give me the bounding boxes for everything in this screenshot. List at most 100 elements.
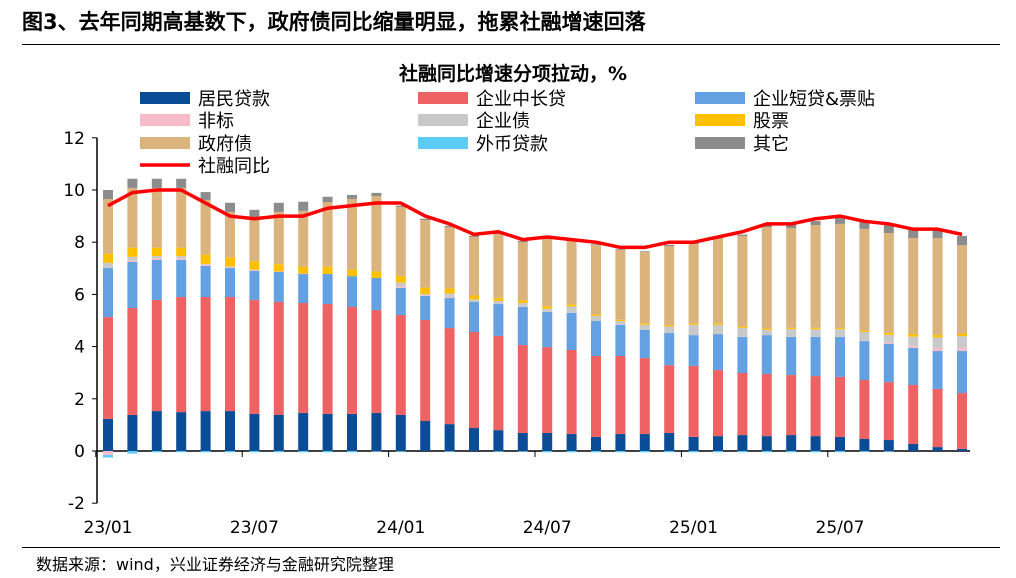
bar-segment bbox=[103, 190, 113, 200]
bar-segment bbox=[786, 228, 797, 328]
bar-segment bbox=[859, 380, 870, 439]
bar-stack-24/05 bbox=[493, 232, 504, 452]
legend-item: 股票 bbox=[695, 111, 789, 132]
bar-segment bbox=[713, 370, 723, 437]
bar-segment bbox=[810, 329, 821, 337]
bar-segment bbox=[542, 239, 553, 307]
bar-segment bbox=[395, 451, 406, 452]
bar-segment bbox=[566, 349, 577, 435]
bar-segment bbox=[688, 335, 699, 366]
bar-segment bbox=[615, 451, 626, 453]
bar-segment bbox=[713, 238, 723, 324]
bar-segment bbox=[737, 372, 748, 436]
bar-segment bbox=[249, 299, 260, 414]
bar-segment bbox=[786, 375, 797, 436]
bar-segment bbox=[688, 323, 699, 325]
bar-segment bbox=[517, 451, 528, 452]
bar-segment bbox=[957, 393, 967, 449]
bar-segment bbox=[127, 451, 138, 454]
bar-segment bbox=[493, 297, 504, 301]
bar-segment bbox=[469, 428, 479, 451]
legend-item: 非标 bbox=[140, 111, 234, 132]
bar-stack-25/11 bbox=[932, 230, 943, 451]
bar-segment bbox=[810, 327, 821, 330]
bar-segment bbox=[103, 253, 113, 263]
bar-segment bbox=[395, 276, 406, 283]
bar-segment bbox=[957, 347, 967, 352]
bar-segment bbox=[103, 199, 113, 254]
bar-segment bbox=[664, 325, 675, 327]
bar-stack-24/02 bbox=[420, 218, 431, 451]
bar-segment bbox=[322, 202, 333, 267]
bar-segment bbox=[932, 388, 943, 448]
bar-segment bbox=[225, 297, 235, 412]
bar-segment bbox=[469, 295, 479, 300]
x-tick-label: 23/01 bbox=[84, 518, 133, 538]
bar-stack-23/10 bbox=[322, 196, 333, 453]
bar-segment bbox=[225, 266, 235, 268]
bars bbox=[103, 178, 967, 458]
bar-stack-23/01 bbox=[103, 190, 113, 458]
bar-segment bbox=[639, 329, 650, 359]
bar-segment bbox=[225, 268, 235, 298]
bar-segment bbox=[225, 411, 235, 451]
bar-segment bbox=[591, 315, 601, 322]
bar-segment bbox=[835, 329, 845, 337]
bar-segment bbox=[688, 365, 699, 437]
bar-segment bbox=[444, 225, 455, 228]
bar-segment bbox=[298, 266, 309, 274]
bar-segment bbox=[493, 335, 504, 431]
bar-stack-25/07 bbox=[835, 217, 845, 453]
bar-segment bbox=[127, 247, 138, 257]
bar-segment bbox=[298, 451, 309, 453]
bar-segment bbox=[273, 301, 284, 415]
bar-stack-23/09 bbox=[298, 201, 309, 453]
bar-segment bbox=[273, 451, 284, 453]
title-divider bbox=[22, 44, 1000, 45]
bar-segment bbox=[151, 187, 162, 248]
bar-segment bbox=[517, 345, 528, 433]
bar-stack-23/08 bbox=[273, 202, 284, 453]
bar-segment bbox=[713, 324, 723, 335]
bar-segment bbox=[615, 319, 626, 322]
legend-swatch bbox=[418, 114, 468, 126]
bar-segment bbox=[615, 250, 626, 320]
legend-swatch bbox=[695, 114, 745, 126]
bar-segment bbox=[347, 198, 357, 270]
bar-segment bbox=[713, 451, 723, 453]
bar-segment bbox=[810, 221, 821, 225]
bar-segment bbox=[420, 294, 431, 296]
bar-segment bbox=[542, 451, 553, 453]
bar-stack-25/01 bbox=[688, 242, 699, 453]
bar-segment bbox=[322, 196, 333, 203]
bar-segment bbox=[737, 451, 748, 453]
bar-segment bbox=[591, 436, 601, 451]
bar-segment bbox=[713, 323, 723, 325]
bar-stack-24/06 bbox=[517, 240, 528, 452]
bar-segment bbox=[542, 311, 553, 348]
bar-stack-25/02 bbox=[713, 236, 723, 453]
legend-label: 企业短贷&票贴 bbox=[753, 89, 875, 110]
bar-segment bbox=[517, 300, 528, 304]
bar-segment bbox=[200, 199, 211, 255]
bar-stack-23/07 bbox=[249, 209, 260, 453]
bar-segment bbox=[859, 330, 870, 332]
legend-swatch bbox=[140, 92, 190, 104]
legend-item: 企业短贷&票贴 bbox=[695, 89, 875, 110]
bar-segment bbox=[200, 192, 211, 200]
figure-title: 图3、去年同期高基数下，政府债同比缩量明显，拖累社融增速回落 bbox=[22, 10, 646, 34]
bar-segment bbox=[225, 202, 235, 212]
legend-item: 企业债 bbox=[418, 111, 530, 132]
legend-swatch bbox=[695, 137, 745, 149]
bar-segment bbox=[932, 238, 943, 335]
bar-segment bbox=[688, 244, 699, 324]
bar-segment bbox=[103, 418, 113, 451]
bar-segment bbox=[469, 301, 479, 332]
bar-segment bbox=[883, 440, 894, 451]
bar-segment bbox=[566, 306, 577, 313]
bar-segment bbox=[103, 268, 113, 318]
bar-segment bbox=[713, 334, 723, 371]
bar-segment bbox=[322, 451, 333, 453]
bar-segment bbox=[859, 341, 870, 381]
bar-segment bbox=[664, 432, 675, 451]
